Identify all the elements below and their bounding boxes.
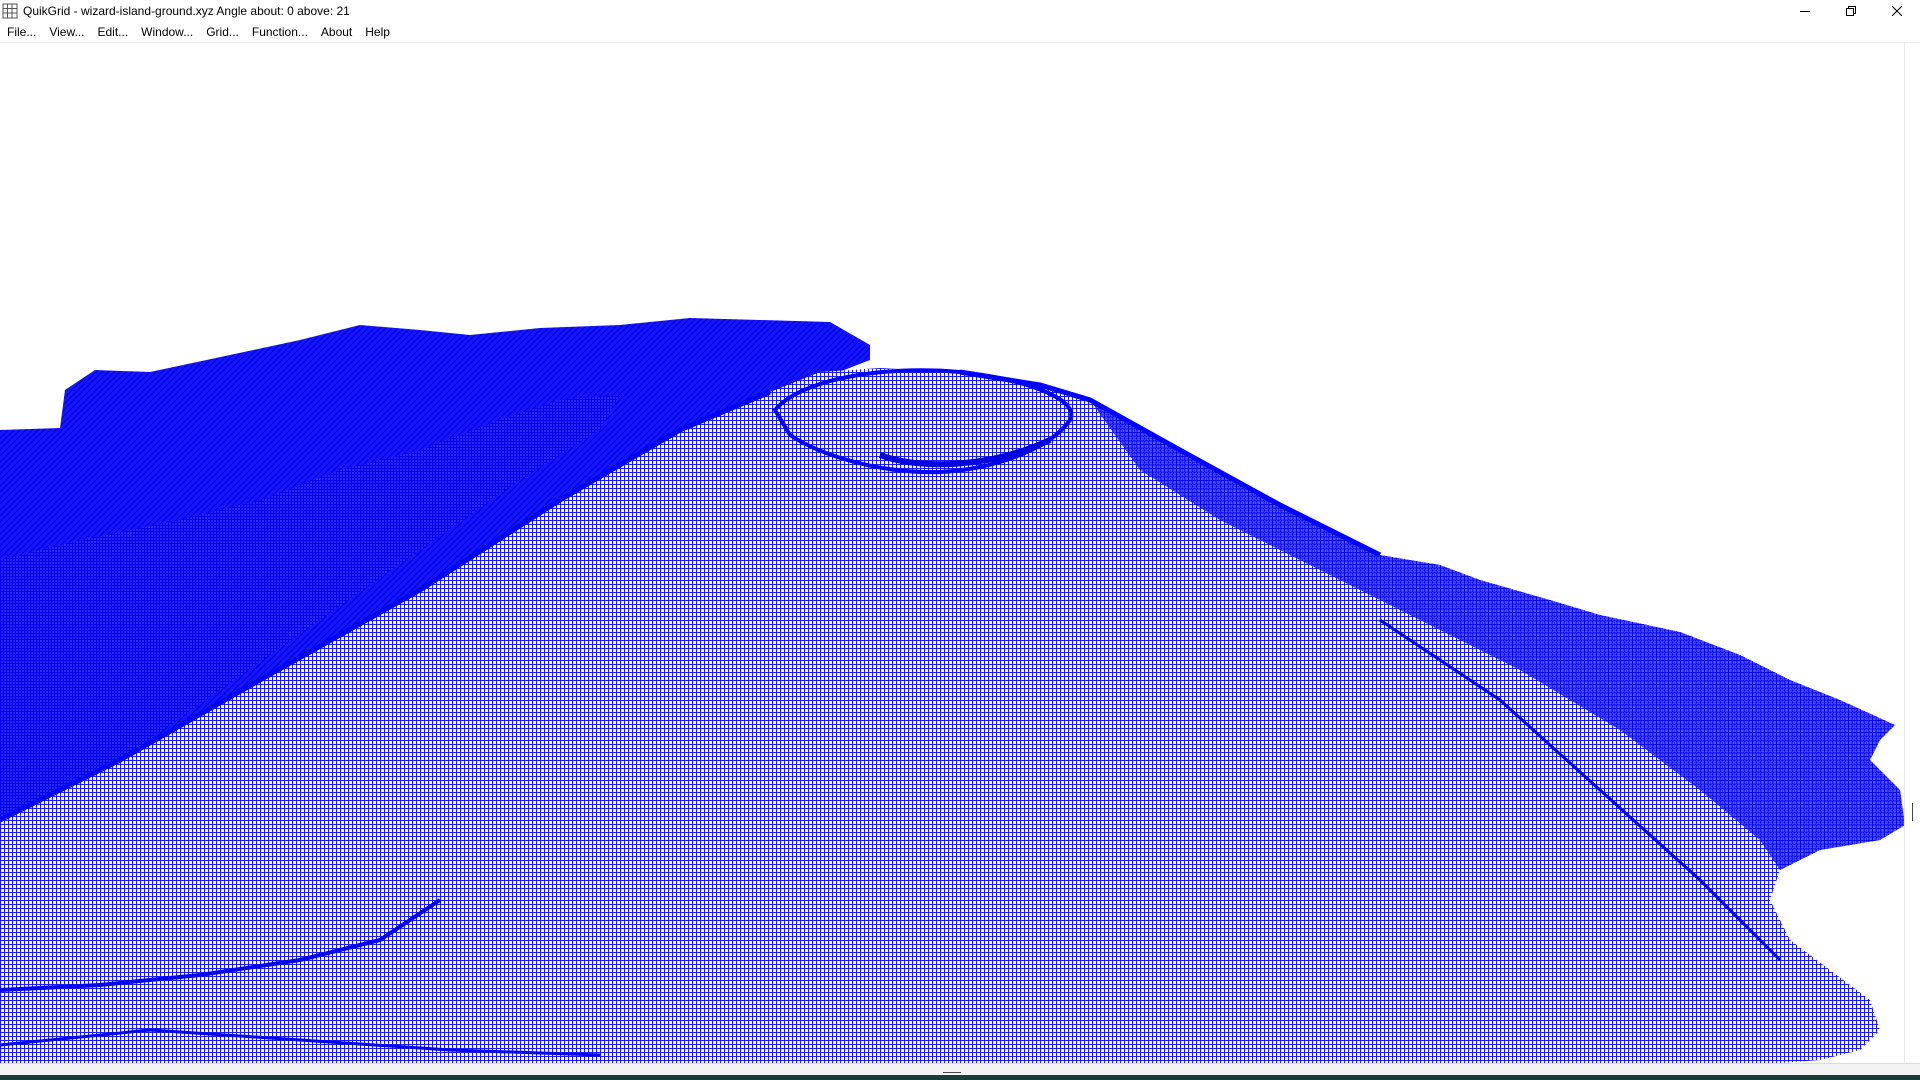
wireframe-surface[interactable] bbox=[0, 43, 1905, 1063]
ridge-line-right bbox=[959, 369, 1382, 558]
surface-view-canvas[interactable] bbox=[0, 43, 1905, 1063]
grid-icon[interactable] bbox=[2, 3, 18, 19]
horizontal-scroll-grip[interactable] bbox=[943, 1072, 961, 1073]
crater-rim bbox=[772, 368, 1074, 475]
left-slopes bbox=[0, 395, 620, 820]
right-ridge bbox=[1090, 400, 1905, 870]
menu-about[interactable]: About bbox=[320, 25, 353, 39]
menu-grid[interactable]: Grid... bbox=[206, 25, 239, 39]
ridge-line-lower bbox=[0, 1028, 601, 1057]
menu-file[interactable]: File... bbox=[7, 25, 37, 39]
taskbar-edge bbox=[0, 1075, 1920, 1080]
title-bar[interactable]: QuikGrid - wizard-island-ground.xyz Angl… bbox=[0, 0, 1920, 22]
window-title: QuikGrid - wizard-island-ground.xyz Angl… bbox=[23, 4, 350, 18]
restore-icon bbox=[1846, 6, 1856, 16]
restore-button[interactable] bbox=[1828, 0, 1874, 22]
menu-view[interactable]: View... bbox=[49, 25, 85, 39]
ridge-line-right-slope bbox=[1379, 618, 1782, 962]
minimize-button[interactable] bbox=[1782, 0, 1828, 22]
close-icon bbox=[1892, 6, 1902, 16]
caption-buttons bbox=[1782, 0, 1920, 22]
minimize-icon bbox=[1800, 11, 1810, 12]
crater-floor bbox=[878, 437, 1052, 468]
ridge-line-valley bbox=[0, 898, 442, 992]
menu-window[interactable]: Window... bbox=[141, 25, 194, 39]
volcano-cone bbox=[0, 368, 1905, 1063]
menu-bar: File... View... Edit... Window... Grid..… bbox=[0, 22, 1920, 43]
ridge-line-left bbox=[0, 389, 771, 823]
vertical-scroll-grip[interactable] bbox=[1912, 803, 1913, 821]
vertical-scrollbar[interactable] bbox=[1904, 43, 1920, 1063]
menu-help[interactable]: Help bbox=[365, 25, 390, 39]
horizontal-scrollbar[interactable] bbox=[0, 1063, 1920, 1076]
menu-edit[interactable]: Edit... bbox=[97, 25, 129, 39]
menu-function[interactable]: Function... bbox=[251, 25, 308, 39]
close-button[interactable] bbox=[1874, 0, 1920, 22]
